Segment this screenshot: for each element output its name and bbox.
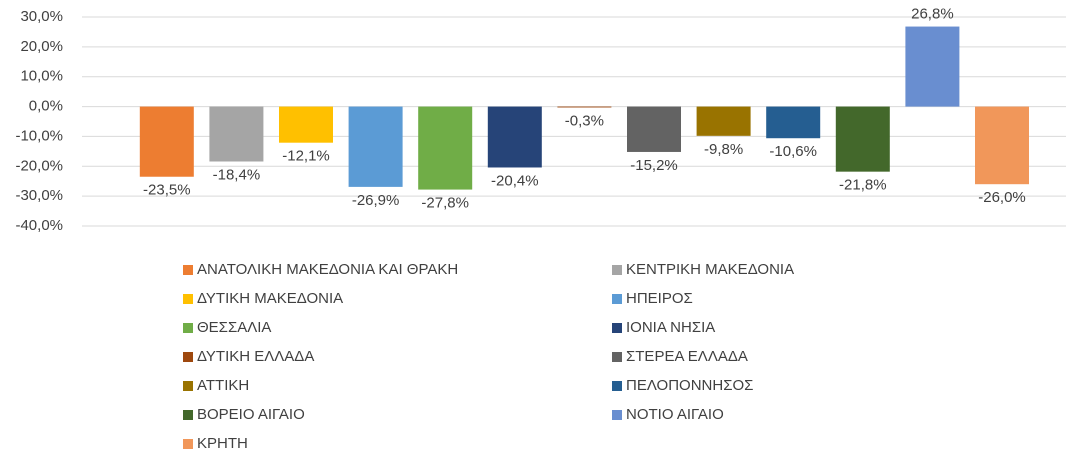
bar: [905, 26, 960, 107]
bar: [209, 106, 264, 162]
bar: [487, 106, 542, 168]
legend-swatch: [183, 323, 193, 333]
y-tick-label: 0,0%: [29, 98, 63, 115]
y-tick-label: -30,0%: [15, 187, 63, 204]
data-label: -23,5%: [143, 182, 191, 199]
y-tick-label: 30,0%: [20, 8, 63, 25]
y-tick-label: 20,0%: [20, 38, 63, 55]
legend-swatch: [612, 381, 622, 391]
data-label: -27,8%: [421, 195, 469, 212]
legend-label: ΑΝΑΤΟΛΙΚΗ ΜΑΚΕΔΟΝΙΑ ΚΑΙ ΘΡΑΚΗ: [197, 261, 458, 278]
bar: [557, 106, 612, 108]
bar: [348, 106, 403, 187]
legend-swatch: [183, 352, 193, 362]
data-label: -0,3%: [565, 112, 604, 129]
legend-swatch: [183, 265, 193, 275]
bar: [975, 106, 1029, 185]
legend-swatch: [183, 294, 193, 304]
data-label: -26,9%: [352, 192, 400, 209]
bar: [418, 106, 473, 190]
bar: [139, 106, 194, 177]
legend-swatch: [612, 265, 622, 275]
legend-label: ΣΤΕΡΕΑ ΕΛΛΑΔΑ: [626, 348, 748, 365]
legend-swatch: [612, 294, 622, 304]
legend-label: ΠΕΛΟΠΟΝΝΗΣΟΣ: [626, 377, 753, 394]
legend-label: ΚΕΝΤΡΙΚΗ ΜΑΚΕΔΟΝΙΑ: [626, 261, 794, 278]
legend-swatch: [612, 323, 622, 333]
data-label: -18,4%: [213, 166, 261, 183]
legend-swatch: [183, 381, 193, 391]
legend-label: ΔΥΤΙΚΗ ΕΛΛΑΔΑ: [197, 348, 314, 365]
bar: [279, 106, 333, 143]
legend-label: ΘΕΣΣΑΛΙΑ: [197, 319, 271, 336]
bar: [766, 106, 821, 139]
legend-label: ΝΟΤΙΟ ΑΙΓΑΙΟ: [626, 406, 724, 423]
data-label: 26,8%: [911, 6, 954, 23]
data-label: -12,1%: [282, 148, 330, 165]
y-tick-label: -10,0%: [15, 127, 63, 144]
legend-label: ΔΥΤΙΚΗ ΜΑΚΕΔΟΝΙΑ: [197, 290, 343, 307]
data-label: -9,8%: [704, 141, 743, 158]
y-tick-label: -40,0%: [15, 217, 63, 234]
data-label: -26,0%: [978, 189, 1026, 206]
legend-swatch: [183, 439, 193, 449]
data-label: -21,8%: [839, 177, 887, 194]
legend-swatch: [612, 410, 622, 420]
data-label: -10,6%: [769, 143, 817, 160]
legend-swatch: [183, 410, 193, 420]
legend-label: ΑΤΤΙΚΗ: [197, 377, 249, 394]
y-tick-label: -20,0%: [15, 157, 63, 174]
bar: [696, 106, 751, 136]
bar: [627, 106, 681, 152]
legend-label: ΚΡΗΤΗ: [197, 435, 248, 452]
bar: [835, 106, 890, 172]
legend-label: ΙΟΝΙΑ ΝΗΣΙΑ: [626, 319, 715, 336]
legend-label: ΗΠΕΙΡΟΣ: [626, 290, 693, 307]
y-tick-label: 10,0%: [20, 68, 63, 85]
legend-swatch: [612, 352, 622, 362]
data-label: -20,4%: [491, 172, 539, 189]
legend-label: ΒΟΡΕΙΟ ΑΙΓΑΙΟ: [197, 406, 305, 423]
data-label: -15,2%: [630, 157, 678, 174]
